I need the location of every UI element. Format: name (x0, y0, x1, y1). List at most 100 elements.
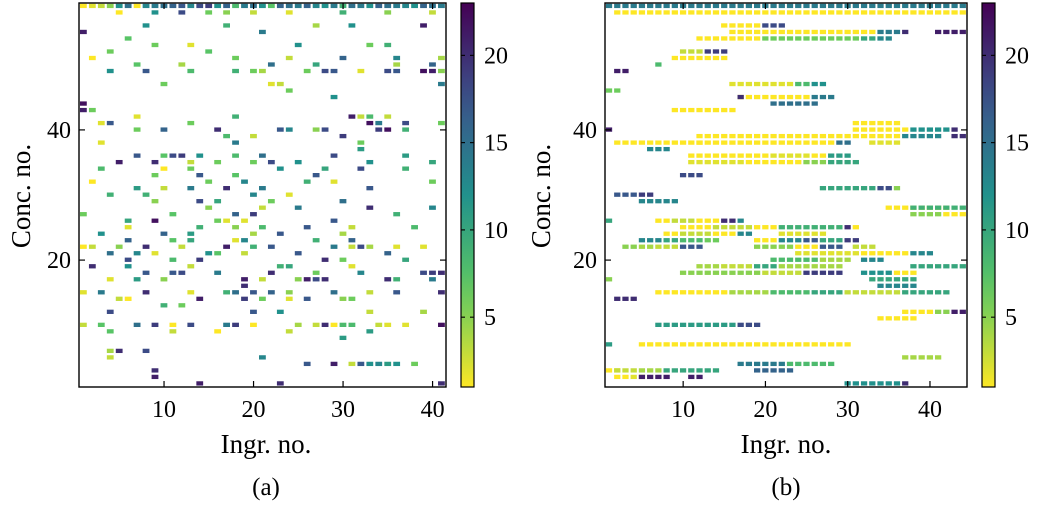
heatmap-cell (786, 3, 794, 9)
heatmap-cell (638, 140, 646, 145)
heatmap-cell (836, 186, 843, 191)
heatmap-cell (348, 225, 356, 230)
heatmap-cell (795, 29, 802, 35)
heatmap-cell (893, 140, 901, 145)
heatmap-cell (885, 140, 892, 145)
heatmap-cell (393, 244, 401, 249)
heatmap-cell (943, 290, 950, 295)
heatmap-cell (729, 225, 736, 230)
heatmap-cell (384, 251, 392, 256)
heatmap-cell (737, 159, 744, 165)
heatmap-cell (704, 290, 711, 295)
heatmap-cell (97, 322, 105, 327)
heatmap-cell (178, 153, 186, 158)
heatmap-cell (860, 244, 868, 249)
heatmap-cell (803, 231, 810, 236)
heatmap-cell (819, 244, 827, 249)
heatmap-cell (852, 186, 859, 191)
heatmap-cell (688, 218, 695, 223)
heatmap-cell (348, 23, 356, 28)
heatmap-cell (844, 10, 851, 15)
heatmap-cell (79, 101, 87, 106)
heatmap-cell (312, 3, 320, 9)
heatmap-cell (729, 81, 736, 87)
heatmap-cell (795, 3, 802, 9)
heatmap-cell (357, 3, 365, 9)
heatmap-cell (910, 264, 917, 269)
heatmap-cell (106, 68, 114, 74)
heatmap-cell (852, 36, 859, 41)
heatmap-cell (647, 146, 654, 152)
heatmap-cell (721, 322, 728, 327)
heatmap-cell (384, 68, 392, 74)
heatmap-cell (384, 3, 392, 9)
heatmap-cell (97, 120, 105, 126)
heatmap-cell (250, 68, 257, 74)
heatmap-cell (811, 140, 818, 145)
heatmap-cell (877, 257, 884, 262)
heatmap-cell (696, 36, 703, 41)
heatmap-cell (770, 81, 777, 87)
heatmap-cell (704, 159, 711, 165)
heatmap-cell (943, 29, 950, 35)
heatmap-cell (655, 146, 662, 152)
heatmap-cell (754, 368, 761, 373)
heatmap-cell (679, 238, 687, 243)
heatmap-cell (860, 257, 868, 262)
heatmap-cell (754, 94, 761, 100)
heatmap-cell (770, 257, 777, 262)
heatmap-cell (844, 36, 851, 41)
heatmap-cell (778, 225, 785, 230)
heatmap-cell (959, 309, 966, 314)
heatmap-cell (770, 368, 777, 373)
heatmap-cell (196, 173, 204, 178)
heatmap-cell (918, 127, 925, 132)
heatmap-cell (655, 290, 662, 295)
heatmap-cell (321, 257, 329, 262)
heatmap-cell (795, 94, 802, 100)
heatmap-cell (893, 29, 901, 35)
heatmap-cell (918, 10, 925, 15)
heatmap-cell (869, 270, 876, 275)
heatmap-cell (712, 270, 720, 275)
panel-b-frame (604, 2, 968, 388)
heatmap-cell (902, 133, 909, 139)
heatmap-cell (303, 296, 311, 301)
heatmap-cell (811, 101, 818, 106)
heatmap-cell (187, 159, 195, 165)
heatmap-cell (438, 322, 445, 327)
heatmap-cell (429, 277, 436, 282)
heatmap-cell (614, 88, 621, 93)
heatmap-cell (860, 29, 868, 35)
heatmap-cell (844, 290, 851, 295)
heatmap-cell (630, 140, 637, 145)
heatmap-cell (259, 355, 266, 360)
heatmap-cell (877, 290, 884, 295)
heatmap-cell (133, 127, 141, 132)
heatmap-cell (935, 355, 942, 360)
heatmap-cell (860, 251, 868, 256)
heatmap-cell (803, 101, 810, 106)
heatmap-cell (232, 153, 239, 158)
heatmap-cell (402, 120, 410, 126)
heatmap-cell (232, 68, 239, 74)
heatmap-cell (811, 257, 818, 262)
heatmap-cell (819, 153, 827, 158)
heatmap-cell (902, 205, 909, 210)
heatmap-cell (893, 270, 901, 275)
heatmap-cell (795, 342, 802, 347)
heatmap-cell (622, 68, 629, 74)
heatmap-cell (910, 277, 917, 282)
heatmap-cell (196, 381, 204, 386)
heatmap-cell (124, 3, 132, 9)
heatmap-cell (321, 322, 329, 327)
heatmap-cell (384, 361, 392, 367)
heatmap-cell (910, 10, 917, 15)
heatmap-cell (803, 342, 810, 347)
heatmap-cell (828, 159, 835, 165)
heatmap-cell (762, 225, 769, 230)
heatmap-cell (754, 322, 761, 327)
heatmap-cell (366, 244, 374, 249)
heatmap-cell (638, 244, 646, 249)
heatmap-cell (885, 381, 892, 386)
